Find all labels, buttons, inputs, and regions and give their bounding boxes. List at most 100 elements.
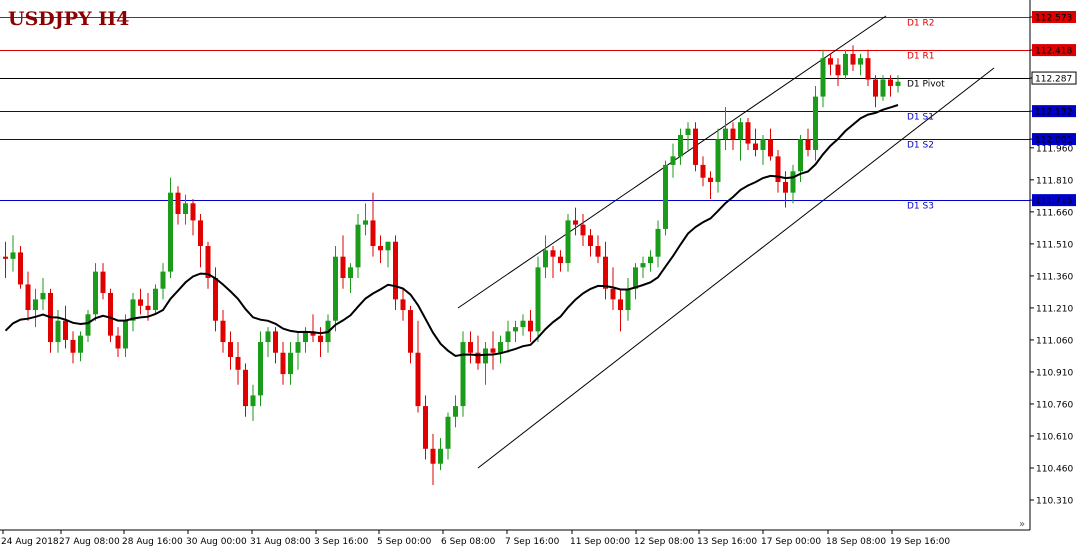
y-tick-label: 112.418 (1035, 47, 1072, 57)
x-tick-label: 6 Sep 08:00 (441, 537, 496, 547)
bear-candle (580, 224, 586, 236)
bear-candle (145, 305, 151, 311)
bear-candle (108, 292, 113, 336)
bear-candle (18, 252, 23, 285)
bull-candle (678, 135, 683, 157)
bear-candle (235, 356, 241, 370)
bull-candle (565, 220, 571, 264)
bull-candle (880, 79, 886, 97)
bear-candle (558, 256, 563, 264)
bear-candle (400, 299, 406, 311)
level-labels: D1 R2 D1 R1 D1 Pivot D1 S1 D1 S2 D1 S3 (907, 19, 945, 212)
bear-candle (273, 331, 278, 353)
bear-candle (213, 278, 218, 321)
bear-candle (468, 342, 473, 353)
bull-candle (723, 128, 728, 140)
bear-candle (220, 320, 226, 343)
bull-candle (648, 256, 653, 264)
bear-candle (730, 128, 736, 140)
bull-candle (123, 320, 128, 349)
y-tick-label: 111.960 (1036, 144, 1073, 154)
bear-candle (415, 352, 421, 407)
bear-candle (753, 143, 758, 150)
bear-candle (393, 241, 398, 300)
bear-candle (610, 288, 616, 300)
bull-candle (790, 171, 796, 193)
bull-candle (633, 267, 638, 289)
bull-candle (85, 314, 91, 336)
candles (3, 45, 901, 486)
bear-candle (175, 192, 181, 214)
bear-candle (3, 256, 8, 259)
bear-candle (70, 339, 76, 353)
bear-candle (370, 220, 376, 247)
bear-candle (783, 181, 788, 193)
bull-candle (333, 256, 338, 321)
level-label: D1 R2 (907, 19, 935, 29)
pivot-levels (0, 17, 1030, 201)
bear-candle (745, 122, 751, 144)
bull-candle (153, 288, 158, 311)
bear-candle (708, 177, 713, 182)
bear-candle (408, 310, 413, 353)
y-tick-label: 111.715 (1035, 197, 1072, 207)
x-tick-label: 30 Aug 00:00 (186, 537, 247, 547)
time-axis-ticks: 24 Aug 2018 27 Aug 08:00 28 Aug 16:00 30 Au… (1, 530, 950, 547)
bear-candle (603, 256, 608, 289)
bull-candle (858, 58, 863, 65)
bear-candle (850, 53, 856, 65)
bull-candle (535, 267, 541, 332)
bear-candle (63, 320, 68, 340)
bull-candle (895, 81, 901, 86)
bull-candle (250, 395, 256, 407)
bear-candle (805, 139, 811, 150)
price-badge (1032, 11, 1076, 23)
bear-candle (198, 220, 203, 247)
bull-candle (813, 96, 818, 150)
bear-candle (340, 256, 346, 279)
y-tick-label: 110.460 (1036, 464, 1073, 474)
level-label: D1 Pivot (907, 80, 945, 90)
x-tick-label: 12 Sep 08:00 (634, 537, 694, 547)
bull-candle (55, 320, 61, 343)
bear-candle (205, 246, 211, 279)
bull-candle (258, 342, 263, 396)
bull-candle (498, 342, 503, 353)
price-badge (1032, 133, 1076, 146)
bull-candle (78, 335, 83, 353)
bull-candle (438, 448, 443, 464)
x-tick-label: 5 Sep 00:00 (377, 537, 432, 547)
bear-candle (865, 58, 871, 80)
bull-candle (670, 156, 676, 165)
bull-candle (183, 203, 188, 214)
y-tick-label: 111.510 (1036, 240, 1073, 250)
y-tick-label: 111.060 (1036, 336, 1073, 346)
x-tick-label: 19 Sep 16:00 (890, 537, 950, 547)
bull-candle (348, 267, 353, 279)
bull-candle (355, 224, 361, 268)
price-axis-ticks: 112.573 112.418 112.287 112.132 112.001111.9… (1030, 11, 1077, 507)
x-tick-label: 13 Sep 16:00 (697, 537, 757, 547)
bull-candle (160, 271, 166, 289)
bear-candle (423, 406, 428, 449)
x-tick-label: 17 Sep 00:00 (761, 537, 821, 547)
price-badge (1032, 105, 1076, 118)
bull-candle (738, 122, 743, 140)
x-tick-label: 31 Aug 08:00 (250, 537, 311, 547)
bear-candle (228, 342, 233, 357)
y-tick-label: 112.132 (1035, 108, 1072, 118)
y-tick-label: 110.910 (1036, 368, 1073, 378)
bear-candle (573, 220, 578, 225)
bull-candle (33, 299, 38, 311)
bull-candle (663, 164, 668, 229)
bull-candle (295, 342, 301, 353)
bear-candle (550, 250, 556, 257)
y-tick-label: 110.610 (1036, 432, 1073, 442)
moving-average-line (4, 104, 899, 358)
y-tick-label: 111.660 (1036, 208, 1073, 218)
price-badge (1031, 71, 1077, 85)
bear-candle (190, 203, 196, 221)
scroll-right-icon[interactable]: » (1019, 519, 1025, 530)
y-tick-label: 112.001 (1035, 136, 1072, 146)
